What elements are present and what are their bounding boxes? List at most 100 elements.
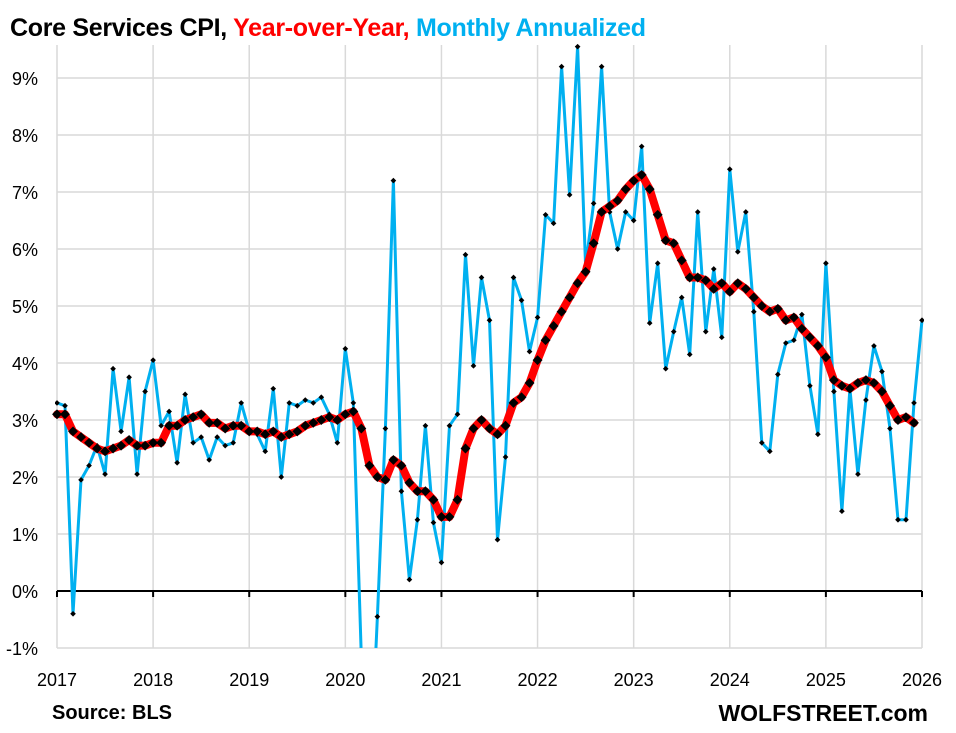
monthly-point — [839, 508, 845, 515]
monthly-point — [118, 428, 124, 435]
yoy-point — [909, 417, 919, 428]
monthly-point — [726, 166, 733, 173]
x-tick-label: 2018 — [133, 670, 173, 690]
yoy-point — [564, 292, 575, 303]
yoy-point — [356, 423, 367, 434]
monthly-point — [334, 439, 341, 446]
yoy-point — [492, 429, 503, 440]
monthly-point — [382, 425, 389, 432]
monthly-point — [166, 408, 172, 415]
yoy-point — [204, 417, 215, 428]
monthly-point — [494, 536, 501, 543]
monthly-point — [70, 610, 76, 617]
y-tick-label: 0% — [12, 582, 38, 602]
x-tick-label: 2020 — [325, 670, 365, 690]
monthly-point — [758, 439, 765, 446]
monthly-point — [222, 442, 229, 449]
monthly-point — [462, 251, 469, 258]
monthly-point — [318, 394, 325, 401]
monthly-point — [622, 209, 629, 215]
yoy-point — [852, 378, 863, 388]
yoy-point — [804, 332, 815, 343]
monthly-line — [56, 45, 924, 648]
monthly-point — [406, 576, 413, 583]
yoy-point — [716, 278, 727, 289]
yoy-point — [156, 437, 167, 448]
monthly-point — [887, 425, 893, 432]
monthly-point — [895, 516, 901, 523]
monthly-point — [270, 385, 277, 392]
monthly-point — [86, 462, 92, 469]
monthly-point — [903, 516, 909, 523]
yoy-point — [148, 437, 159, 448]
monthly-point — [62, 402, 68, 409]
yoy-point — [580, 266, 591, 277]
yoy-point — [332, 415, 343, 425]
yoy-point — [836, 380, 847, 391]
yoy-point — [812, 340, 823, 351]
monthly-point — [526, 348, 533, 355]
title-yoy-legend: Year-over-Year, — [233, 14, 416, 42]
y-tick-label: 1% — [12, 525, 38, 545]
yoy-point — [636, 169, 647, 180]
monthly-point — [799, 311, 805, 318]
yoy-point — [484, 423, 495, 434]
x-tick-label: 2019 — [229, 670, 269, 690]
monthly-point — [807, 382, 813, 389]
yoy-point — [228, 420, 239, 431]
monthly-point — [871, 343, 877, 349]
yoy-point — [596, 207, 607, 217]
monthly-point — [214, 434, 221, 440]
yoy-point — [885, 400, 895, 411]
monthly-point — [78, 477, 84, 483]
monthly-point — [502, 454, 509, 460]
yoy-point — [340, 409, 351, 420]
y-tick-label: 5% — [12, 297, 38, 317]
monthly-point — [446, 422, 453, 429]
monthly-point — [374, 613, 381, 620]
yoy-point — [252, 426, 263, 437]
monthly-point — [126, 374, 132, 381]
yoy-point — [893, 415, 903, 425]
monthly-point — [486, 317, 493, 324]
monthly-point — [390, 177, 397, 184]
monthly-point — [142, 388, 148, 395]
yoy-point — [124, 435, 135, 445]
x-tick-label: 2022 — [518, 670, 558, 690]
yoy-point — [380, 474, 391, 485]
yoy-point — [588, 238, 599, 249]
yoy-point — [708, 283, 719, 294]
x-tick-label: 2026 — [902, 670, 942, 690]
monthly-point — [686, 351, 693, 358]
monthly-point — [702, 328, 709, 335]
yoy-point — [420, 486, 431, 497]
monthly-point — [710, 266, 717, 272]
monthly-point — [630, 217, 637, 224]
x-tick-label: 2017 — [37, 670, 77, 690]
yoy-point — [212, 417, 223, 428]
title-core-services: Core Services CPI, — [10, 14, 234, 42]
yoy-point — [260, 429, 271, 440]
monthly-point — [863, 397, 869, 403]
monthly-point — [302, 397, 309, 403]
monthly-point — [422, 422, 429, 429]
yoy-point — [268, 426, 279, 437]
yoy-point — [452, 494, 463, 505]
monthly-point — [775, 371, 781, 378]
title-monthly-legend: Monthly Annualized — [415, 14, 646, 42]
x-tick-label: 2025 — [806, 670, 846, 690]
monthly-point — [510, 274, 517, 281]
yoy-point — [412, 486, 423, 497]
yoy-point — [500, 420, 511, 431]
yoy-point — [348, 406, 359, 417]
monthly-point — [614, 246, 621, 252]
monthly-point — [766, 448, 773, 455]
yoy-point — [292, 426, 303, 437]
monthly-point — [646, 320, 653, 326]
y-tick-label: 8% — [12, 126, 38, 146]
yoy-point — [404, 477, 415, 488]
yoy-point — [780, 315, 791, 326]
monthly-point — [102, 471, 108, 477]
monthly-point — [855, 471, 861, 477]
monthly-point — [638, 143, 645, 150]
